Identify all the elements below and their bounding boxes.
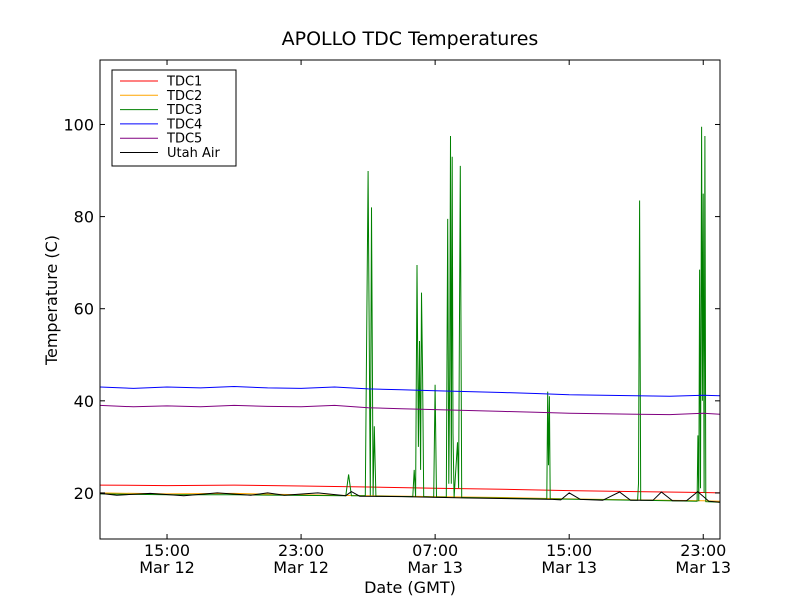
y-tick-label: 100 <box>63 115 94 134</box>
x-tick-label-date: Mar 13 <box>541 558 597 577</box>
series-line-utah-air <box>99 490 721 503</box>
legend-label-tdc4: TDC4 <box>166 117 202 132</box>
series-line-tdc4 <box>99 385 721 397</box>
x-tick-label-time: 15:00 <box>144 541 190 560</box>
series-line-tdc5 <box>99 404 721 416</box>
chart-title: APOLLO TDC Temperatures <box>282 28 539 50</box>
y-axis: 20 40 60 80 100 <box>63 115 720 503</box>
y-axis-title: Temperature (C) <box>42 235 61 366</box>
series-line-tdc3 <box>99 126 721 503</box>
series-line-tdc1 <box>99 484 721 494</box>
x-tick-label-time: 15:00 <box>546 541 592 560</box>
legend-label-tdc5: TDC5 <box>166 132 202 147</box>
legend-label-tdc2: TDC2 <box>166 89 202 104</box>
legend-box <box>111 69 237 167</box>
x-tick-label-date: Mar 13 <box>675 558 731 577</box>
x-tick-label-time: 23:00 <box>680 541 726 560</box>
x-tick-label-date: Mar 12 <box>273 558 329 577</box>
y-tick-label: 60 <box>74 300 94 319</box>
y-tick-label: 20 <box>74 484 94 503</box>
x-tick-label-time: 07:00 <box>412 541 458 560</box>
plot-frame <box>99 59 721 540</box>
plot-series <box>99 126 721 503</box>
y-tick-label: 80 <box>74 208 94 227</box>
x-tick-label-date: Mar 12 <box>139 558 195 577</box>
x-tick-label-time: 23:00 <box>278 541 324 560</box>
y-tick-label: 40 <box>74 392 94 411</box>
legend-label-utah-air: Utah Air <box>167 146 220 161</box>
x-tick-label-date: Mar 13 <box>407 558 463 577</box>
legend-label-tdc1: TDC1 <box>166 75 202 90</box>
legend-label-tdc3: TDC3 <box>166 103 202 118</box>
x-axis-title: Date (GMT) <box>364 578 456 597</box>
